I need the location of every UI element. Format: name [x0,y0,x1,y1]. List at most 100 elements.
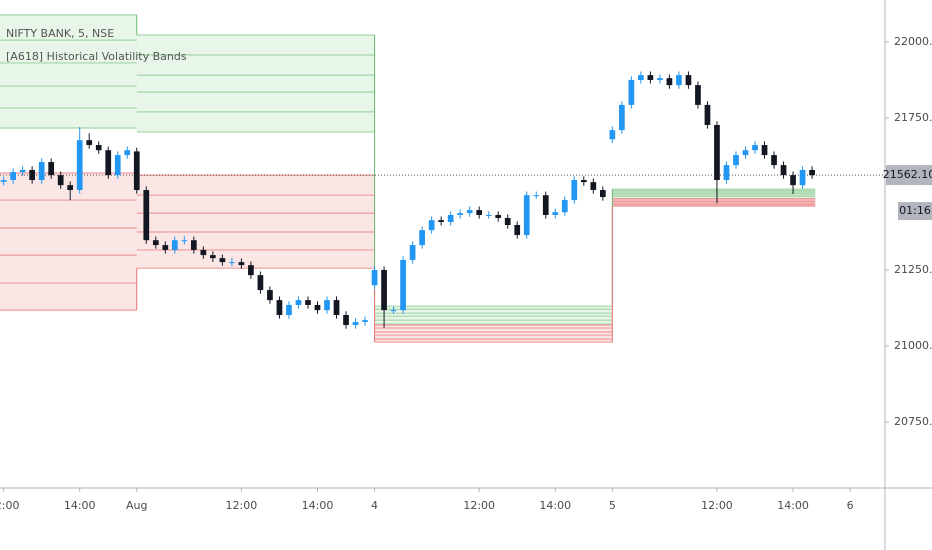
candle-body [114,155,121,176]
candle-body [657,78,663,80]
candle-body [799,169,806,186]
candle-body [571,179,578,201]
last-price-box [886,165,932,186]
candle-body [533,195,540,197]
candle-body [457,213,464,215]
y-tick-label: 20750.00 [894,415,932,428]
candle-body [704,104,711,125]
y-tick-label: 21750.00 [894,111,932,124]
candle-body [48,162,55,176]
candle-body [628,79,635,105]
candle-body [790,175,796,186]
candle-body [143,190,150,241]
x-tick-label: 12:00 [226,499,258,512]
x-tick-label: 14:00 [64,499,96,512]
candle-body [95,145,102,151]
candle-body [105,150,112,176]
candle-body [523,195,530,236]
candle-body [761,145,768,156]
candle-body [267,290,273,301]
candle-body [438,220,444,222]
candle-body [400,259,406,311]
candle-body [181,240,188,242]
candle-body [542,195,549,215]
band-fill [0,14,137,129]
candle-body [10,172,16,180]
x-tick-label: 4 [371,499,378,512]
candle-body [476,210,483,215]
candle-body [38,162,45,180]
band-fill [0,173,137,311]
candle-body [599,190,606,198]
candle-body [210,255,216,259]
candle-body [352,321,359,326]
candle-body [200,249,207,256]
candle-body [419,230,425,246]
candle-body [152,240,159,246]
last-price-label: 21562.10 [883,168,932,181]
candle-body [133,151,140,191]
candle-body [695,85,701,105]
candle-body [618,104,625,131]
candle-body [638,75,644,80]
plot-area [0,14,885,343]
candle-body [295,300,302,305]
x-tick-label: 14:00 [777,499,809,512]
candle-body [276,300,283,315]
timer-label: 01:16 [899,204,931,217]
candle-body [257,275,264,291]
x-tick-label: 5 [609,499,616,512]
candle-body [495,214,502,219]
candle-body [580,179,587,183]
x-tick-label: 12:00 [463,499,495,512]
candle-body [314,304,321,311]
candle-body [76,140,83,191]
candle-body [57,175,64,186]
candle-body [552,212,559,215]
candle-body [333,300,340,315]
band-fill [612,189,816,197]
candle-body [780,165,787,176]
candle-body [305,300,311,305]
candle-body [485,214,492,216]
legend-indicator: [A618] Historical Volatility Bands [6,50,187,63]
candle-body [723,165,730,180]
candle-body [0,179,7,182]
band-fill [612,198,816,207]
x-tick-label: 14:00 [302,499,334,512]
candle-body [86,140,93,146]
candle-body [381,269,387,311]
candle-body [742,150,749,156]
candle-body [809,169,815,176]
candle-body [676,75,682,86]
x-tick-label: 12:00 [0,499,19,512]
candle-body [362,320,368,322]
candle-body [428,220,435,231]
x-tick-label: 6 [847,499,854,512]
candle-body [666,78,673,86]
candle-body [590,182,597,191]
candle-body [514,224,521,236]
candle-body [190,240,197,250]
candle-body [286,304,292,315]
candle-body [609,130,616,140]
candle-body [124,150,131,156]
candle-body [390,310,397,312]
candle-body [219,258,226,263]
candle-body [229,262,235,264]
candle-body [447,214,454,222]
candle-body [19,169,26,173]
candle-body [343,314,349,326]
candle-body [67,185,74,191]
candle-body [685,75,692,86]
candle-body [714,124,720,180]
candle-body [324,300,330,311]
y-tick-label: 21000.00 [894,339,932,352]
candle-body [733,155,739,166]
y-tick-label: 22000.00 [894,35,932,48]
candle-body [171,240,178,250]
candle-body [29,169,36,180]
candle-body [752,145,758,151]
x-tick-label: 14:00 [539,499,571,512]
